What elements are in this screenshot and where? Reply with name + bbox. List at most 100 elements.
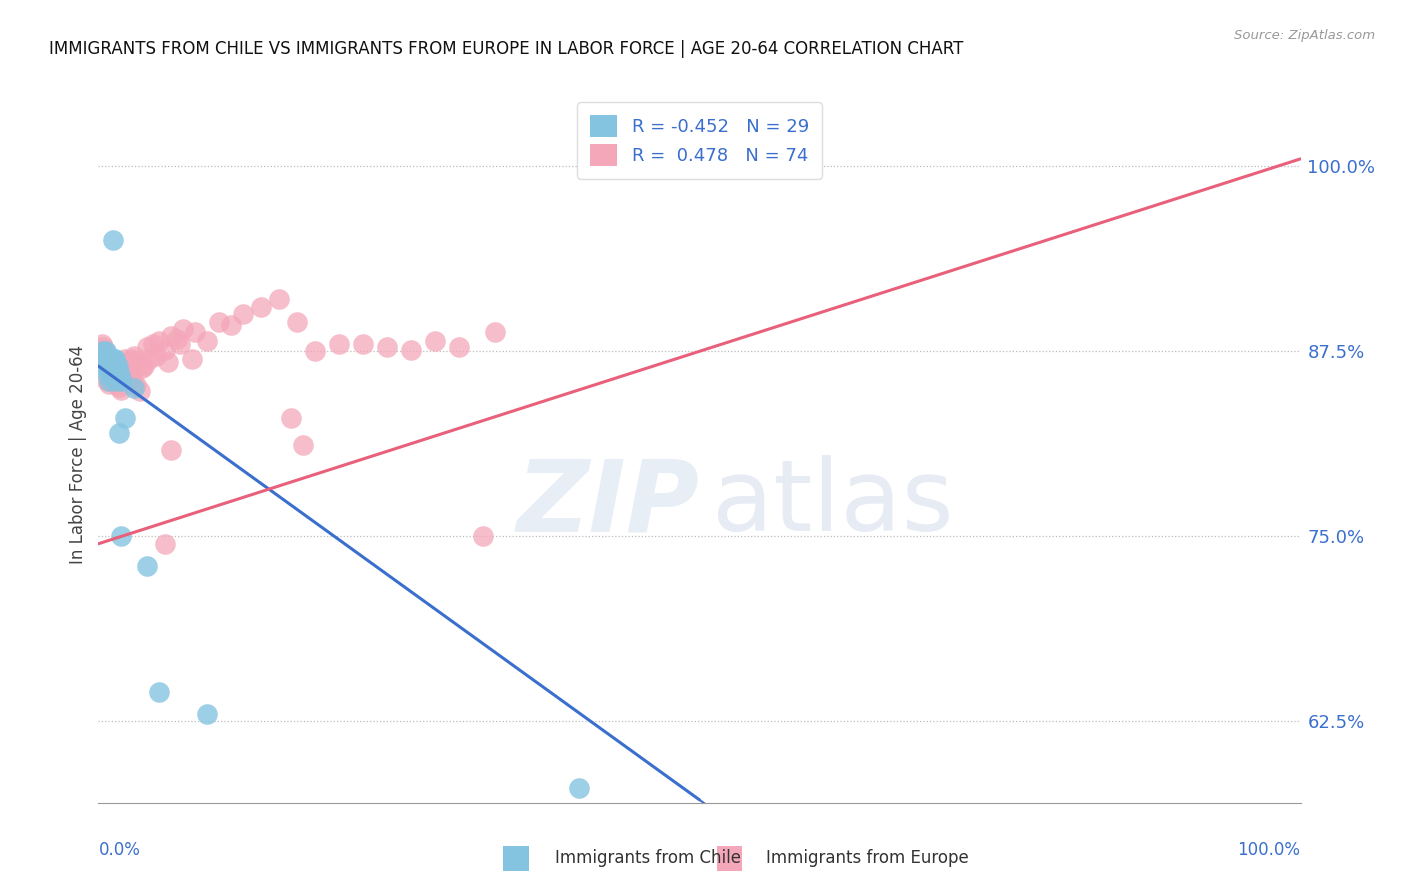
Text: Immigrants from Europe: Immigrants from Europe [766,849,969,867]
Point [159,443,181,458]
Point [153,343,176,357]
Point [100,359,122,373]
Point [447,340,470,354]
Point [267,293,290,307]
Text: atlas: atlas [711,455,953,552]
Point [98,354,121,368]
Point [110,529,132,543]
Point [280,411,302,425]
Point [118,358,141,372]
Point [105,376,128,391]
Point [110,369,132,384]
Point [94,353,117,368]
Point [93,359,115,373]
Point [145,349,167,363]
Point [135,340,157,354]
Point [472,529,495,543]
Point [91,337,114,351]
Point [108,380,131,394]
Point [195,706,218,721]
Point [328,337,350,351]
Point [166,333,188,347]
Point [108,367,131,381]
Text: IMMIGRANTS FROM CHILE VS IMMIGRANTS FROM EUROPE IN LABOR FORCE | AGE 20-64 CORRE: IMMIGRANTS FROM CHILE VS IMMIGRANTS FROM… [49,40,963,58]
Point [181,351,204,366]
Point [131,360,153,375]
Point [100,351,122,366]
Point [104,362,127,376]
Point [117,354,139,368]
Point [111,374,134,388]
Point [101,233,124,247]
Point [124,381,146,395]
Point [98,376,121,391]
Text: Source: ZipAtlas.com: Source: ZipAtlas.com [1234,29,1375,42]
Point [232,307,254,321]
Point [399,343,422,357]
Point [141,337,163,351]
Point [285,315,308,329]
Point [375,340,398,354]
Point [157,354,180,368]
Point [115,363,138,377]
Point [423,334,446,348]
Point [304,344,326,359]
Point [103,351,125,366]
Point [96,374,118,388]
Point [183,325,205,339]
Point [114,351,136,366]
Point [107,368,129,382]
Point [148,334,170,348]
Point [125,354,148,368]
Point [122,376,145,390]
Point [103,374,125,388]
Point [91,344,114,359]
Point [94,344,117,359]
Point [96,367,118,381]
Point [138,351,160,366]
Point [111,359,134,373]
Point [219,318,242,332]
Point [93,351,115,366]
Point [105,359,128,373]
Point [172,322,194,336]
Point [352,337,374,351]
Text: Immigrants from Chile: Immigrants from Chile [555,849,741,867]
Point [121,351,143,366]
Point [117,369,139,384]
Point [195,334,218,348]
Point [100,358,122,372]
Point [98,374,121,388]
Point [105,365,128,379]
Point [112,367,135,381]
Point [568,780,591,795]
Point [104,351,127,366]
Point [128,358,150,372]
Point [148,685,170,699]
Point [91,340,114,354]
Point [208,315,231,329]
Text: ZIP: ZIP [516,455,700,552]
Point [249,300,271,314]
Point [129,384,152,399]
Point [91,351,114,366]
Point [94,345,117,359]
Point [125,378,148,392]
Point [132,359,155,373]
Point [100,367,122,381]
Point [120,372,142,386]
Point [107,359,129,373]
Legend: R = -0.452   N = 29, R =  0.478   N = 74: R = -0.452 N = 29, R = 0.478 N = 74 [578,103,821,178]
Point [97,351,120,366]
Point [100,353,122,368]
Point [169,337,191,351]
Point [108,425,131,440]
Point [159,329,181,343]
Y-axis label: In Labor Force | Age 20-64: In Labor Force | Age 20-64 [69,345,87,565]
Point [108,363,131,377]
Point [114,411,136,425]
Point [101,356,124,370]
Point [135,558,157,573]
Point [103,359,125,373]
Text: 100.0%: 100.0% [1237,841,1301,859]
